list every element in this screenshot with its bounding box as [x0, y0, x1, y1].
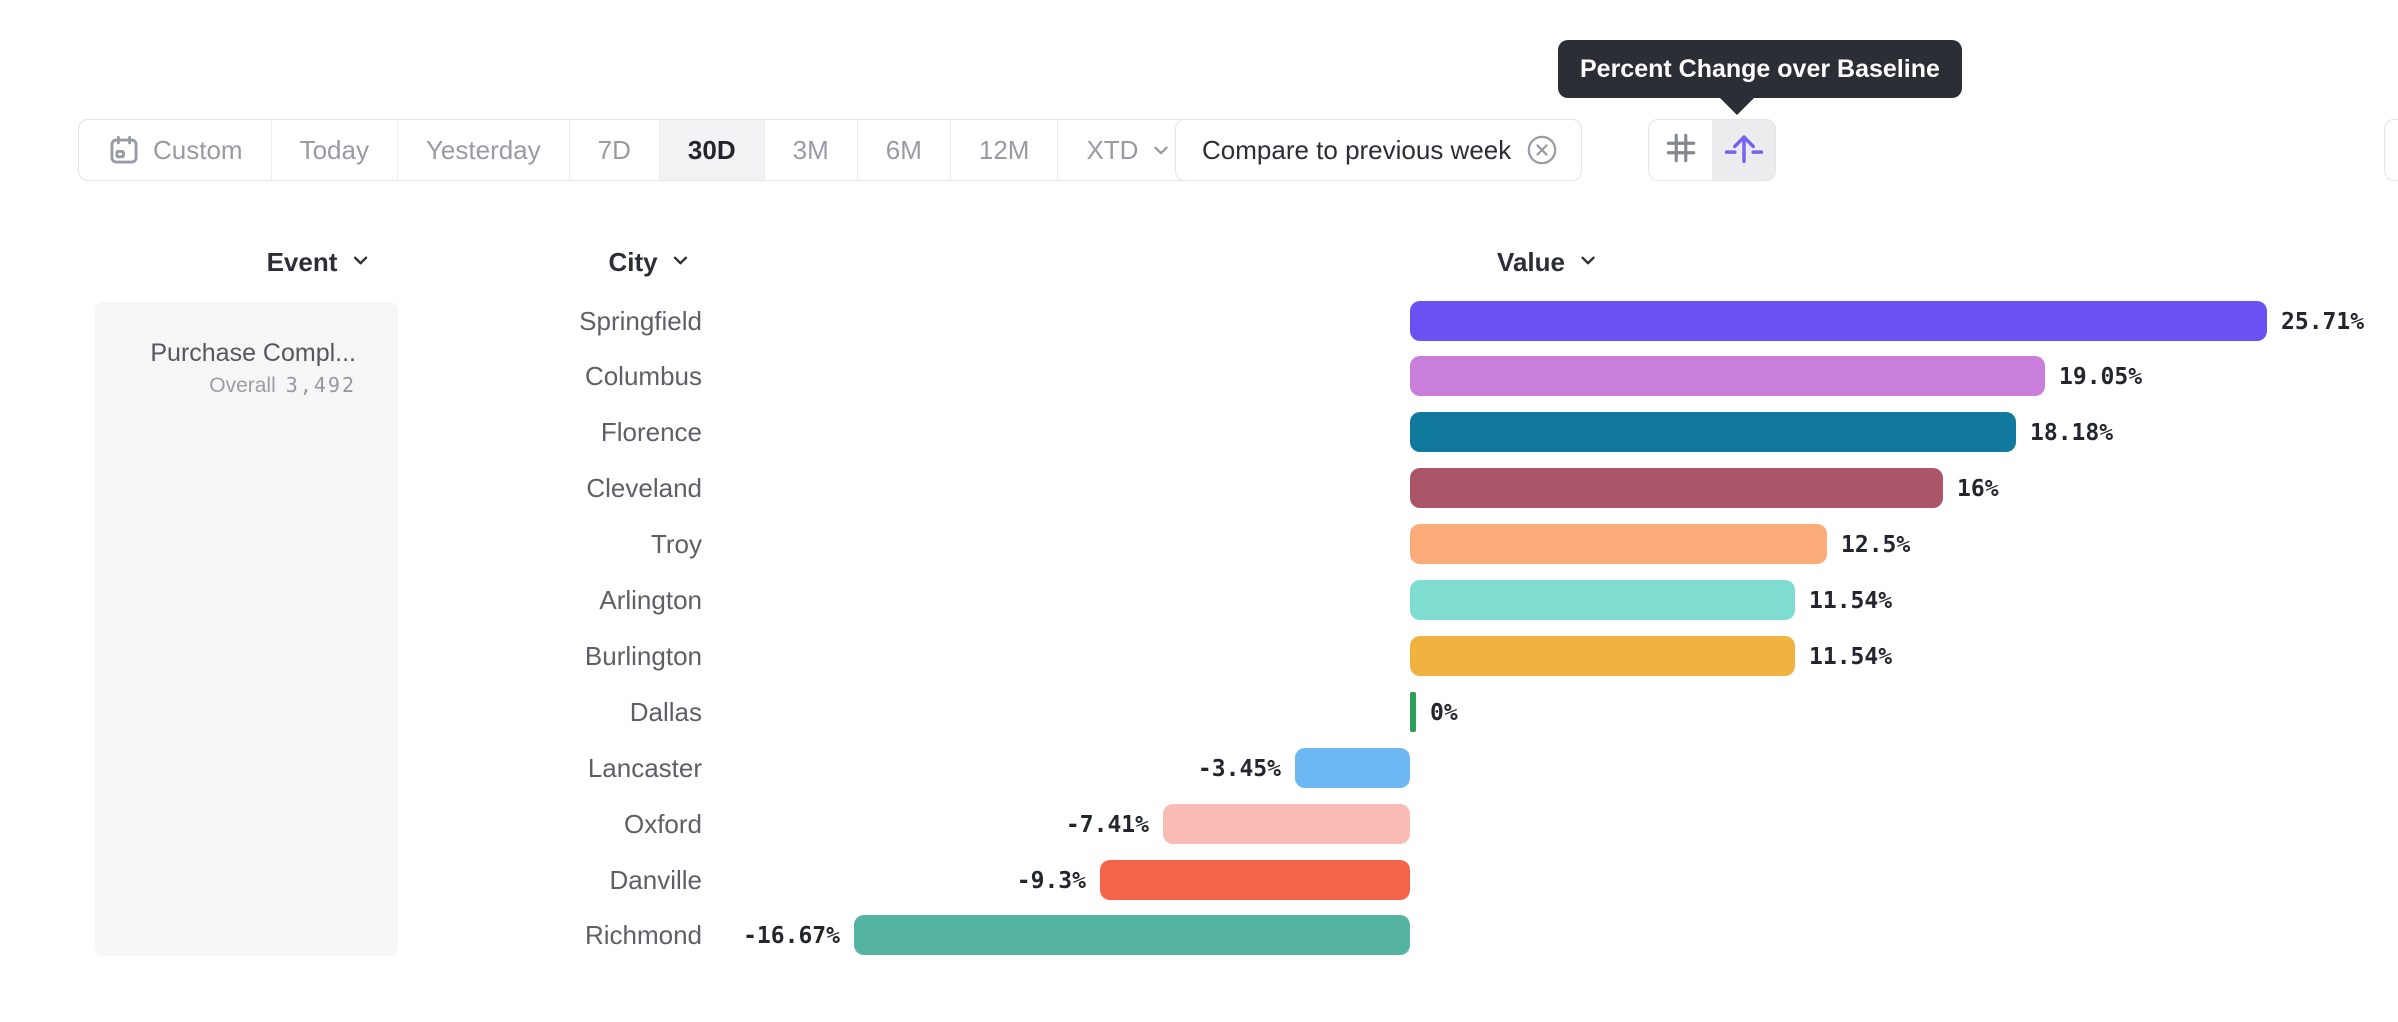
- range-30d[interactable]: 30D: [658, 120, 764, 180]
- city-label: Florence: [600, 417, 702, 447]
- bar-value-label: -9.3%: [1016, 868, 1086, 894]
- arrow-up-baseline-icon: [1724, 128, 1764, 173]
- bar-oxford[interactable]: [1163, 804, 1410, 844]
- range-label: 6M: [885, 134, 922, 165]
- chevron-down-icon: [670, 247, 692, 278]
- city-label: Richmond: [584, 920, 702, 950]
- city-label: Troy: [650, 529, 702, 559]
- tooltip-caret: [1718, 96, 1756, 115]
- city-label: Oxford: [623, 809, 702, 839]
- city-label: Cleveland: [586, 473, 702, 503]
- chart-type-tooltip: Percent Change over Baseline: [1558, 40, 1962, 115]
- city-label: Arlington: [599, 585, 702, 615]
- range-label: Today: [299, 134, 369, 165]
- bar-value-label: 25.71%: [2281, 309, 2365, 335]
- calendar-icon: [107, 133, 141, 167]
- event-name[interactable]: Purchase Compl...: [150, 339, 356, 367]
- bar-value-label: 18.18%: [2030, 420, 2114, 446]
- range-6m[interactable]: 6M: [856, 120, 950, 180]
- chevron-down-icon: [1150, 139, 1172, 161]
- range-label: Custom: [153, 134, 243, 165]
- chart-view-toggle: [1648, 119, 1776, 181]
- hash-grid-icon: [1662, 129, 1700, 172]
- bar-troy[interactable]: [1410, 524, 1827, 564]
- range-3m[interactable]: 3M: [763, 120, 857, 180]
- column-header-value-label: Value: [1497, 247, 1565, 277]
- close-circle-icon[interactable]: [1525, 133, 1559, 167]
- city-label: Columbus: [584, 361, 702, 391]
- bar-arlington[interactable]: [1410, 580, 1795, 620]
- range-custom[interactable]: Custom: [79, 120, 271, 180]
- range-yesterday[interactable]: Yesterday: [396, 120, 569, 180]
- compare-chip-label: Compare to previous week: [1202, 134, 1512, 165]
- bar-value-label: 12.5%: [1841, 532, 1911, 558]
- range-7d[interactable]: 7D: [568, 120, 659, 180]
- column-header-value[interactable]: Value: [1497, 247, 1599, 278]
- event-overall-row: Overall 3,492: [150, 370, 356, 401]
- tooltip-text: Percent Change over Baseline: [1580, 54, 1940, 83]
- bar-lancaster[interactable]: [1295, 748, 1410, 788]
- city-label: Lancaster: [587, 753, 702, 783]
- column-header-event-label: Event: [266, 247, 338, 277]
- range-12m[interactable]: 12M: [949, 120, 1058, 180]
- event-card-text: Purchase Compl... Overall 3,492: [150, 336, 356, 401]
- bar-value-label: 11.54%: [1809, 644, 1893, 670]
- bar-value-label: -3.45%: [1197, 756, 1281, 782]
- city-label: Danville: [609, 865, 703, 895]
- range-label: Yesterday: [425, 134, 541, 165]
- bar-florence[interactable]: [1410, 412, 2016, 452]
- range-today[interactable]: Today: [270, 120, 397, 180]
- city-label: Burlington: [584, 641, 702, 671]
- bar-richmond[interactable]: [854, 915, 1410, 955]
- chevron-down-icon: [349, 247, 371, 278]
- percent-change-view-button[interactable]: [1712, 120, 1775, 180]
- bar-columbus[interactable]: [1410, 356, 2045, 396]
- range-label: 3M: [792, 134, 829, 165]
- bar-springfield[interactable]: [1410, 301, 2267, 341]
- chevron-down-icon: [1577, 247, 1599, 278]
- bar-value-label: -16.67%: [743, 923, 840, 949]
- grid-view-button[interactable]: [1649, 120, 1712, 180]
- range-xtd[interactable]: XTD: [1057, 120, 1200, 180]
- clipped-right-button[interactable]: [2384, 119, 2398, 181]
- range-label: 7D: [597, 134, 631, 165]
- column-header-city-label: City: [608, 247, 658, 277]
- range-label: 12M: [978, 134, 1030, 165]
- bar-value-label: 11.54%: [1809, 588, 1893, 614]
- date-range-group: Custom Today Yesterday 7D 30D 3M 6M 12M XTD: [78, 119, 1202, 181]
- bar-value-label: 16%: [1957, 476, 1999, 502]
- event-overall-label: Overall: [209, 374, 276, 397]
- event-overall-value: 3,492: [285, 373, 356, 397]
- city-label: Dallas: [629, 697, 702, 727]
- bar-value-label: -7.41%: [1065, 812, 1149, 838]
- bar-cleveland[interactable]: [1410, 468, 1943, 508]
- bar-danville[interactable]: [1100, 860, 1410, 900]
- bar-value-label: 0%: [1430, 700, 1458, 726]
- range-label: XTD: [1086, 134, 1139, 165]
- column-header-city[interactable]: City: [608, 247, 691, 278]
- city-label: Springfield: [579, 306, 702, 336]
- bar-dallas[interactable]: [1410, 692, 1416, 732]
- range-label: 30D: [687, 134, 736, 165]
- bar-value-label: 19.05%: [2059, 364, 2143, 390]
- compare-chip[interactable]: Compare to previous week: [1175, 119, 1583, 181]
- bar-burlington[interactable]: [1410, 636, 1795, 676]
- event-card[interactable]: Purchase Compl... Overall 3,492: [95, 302, 398, 956]
- column-header-event[interactable]: Event: [267, 247, 372, 278]
